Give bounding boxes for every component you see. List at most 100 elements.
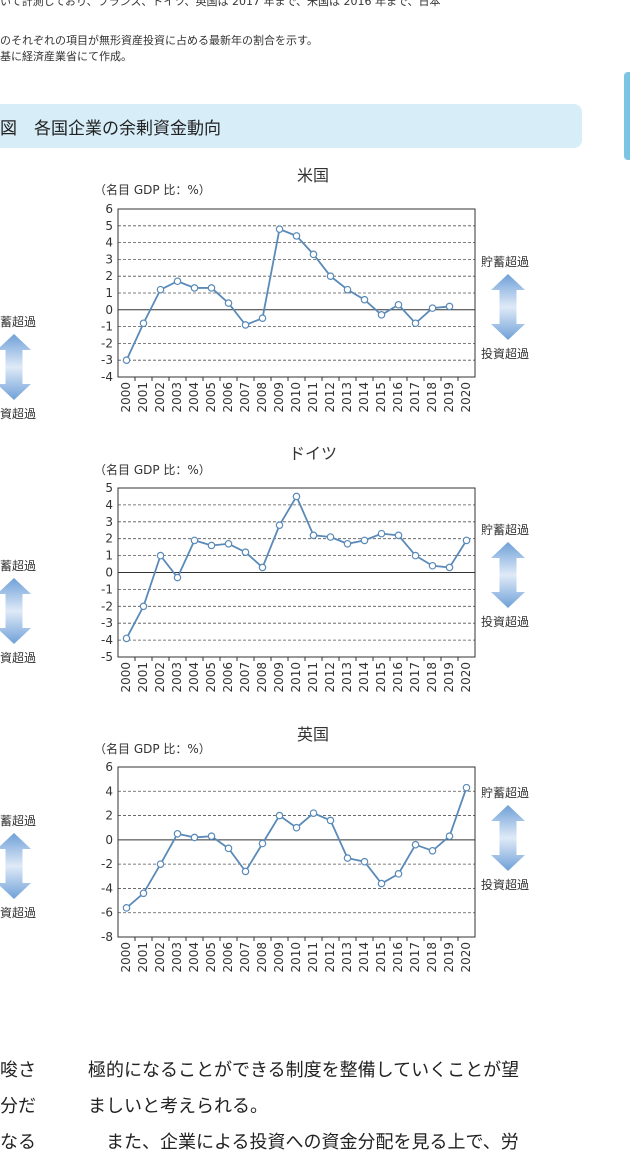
data-point: [326, 816, 335, 825]
chart-title: 米国: [297, 166, 329, 185]
data-point: [462, 536, 471, 545]
x-tick-label: 2013: [340, 662, 354, 693]
x-tick-label: 2005: [204, 662, 218, 693]
data-point: [139, 602, 148, 611]
investment-surplus-label-right: 投資超過: [481, 346, 529, 361]
x-tick-label: 2002: [153, 382, 167, 413]
data-point: [156, 551, 165, 560]
data-point: [326, 272, 335, 281]
data-point: [445, 302, 454, 311]
y-tick-label: 3: [105, 252, 113, 266]
data-point: [139, 319, 148, 328]
footnote-line-2: のそれぞれの項目が無形資産投資に占める最新年の割合を示す。: [0, 34, 318, 47]
x-tick-label: 2002: [153, 942, 167, 973]
y-tick-label: -2: [101, 857, 113, 871]
y-tick-label: 4: [105, 784, 113, 798]
data-point: [428, 304, 437, 312]
body-text-right-3: また、企業による投資への資金分配を見る上で、労: [106, 1132, 519, 1153]
x-tick-label: 2014: [357, 662, 371, 693]
x-tick-label: 2001: [136, 382, 150, 413]
x-tick-label: 2005: [204, 382, 218, 413]
y-tick-label: 4: [105, 498, 113, 512]
x-tick-label: 2018: [425, 942, 439, 973]
plot-frame: [117, 208, 476, 378]
x-tick-label: 2015: [374, 942, 388, 973]
y-tick-label: 6: [105, 202, 113, 216]
x-tick-label: 2010: [289, 942, 303, 973]
x-tick-label: 2004: [187, 382, 201, 413]
data-point: [190, 536, 199, 545]
data-point: [224, 299, 233, 307]
footnote-line-1: いて計測しており、フランス、ドイツ、英国は 2017 年まで、米国は 2016 …: [0, 0, 441, 8]
data-point: [343, 854, 352, 862]
x-tick-label: 2016: [391, 382, 405, 413]
x-tick-label: 2013: [340, 942, 354, 973]
y-axis-unit-label: （名目 GDP 比：%）: [94, 741, 211, 756]
data-point: [360, 536, 369, 545]
data-point: [394, 531, 403, 540]
savings-surplus-label-left: 蓄超過: [0, 314, 36, 329]
savings-investment-arrow-left: [0, 578, 31, 644]
x-tick-label: 2001: [136, 662, 150, 693]
x-tick-label: 2012: [323, 662, 337, 693]
x-tick-label: 2001: [136, 942, 150, 973]
data-point: [258, 314, 267, 323]
x-tick-label: 2016: [391, 662, 405, 693]
x-tick-label: 2009: [272, 382, 286, 413]
x-tick-label: 2011: [306, 382, 320, 413]
x-tick-label: 2008: [255, 942, 269, 973]
x-tick-label: 2000: [119, 942, 133, 973]
x-tick-label: 2019: [442, 942, 456, 973]
y-tick-label: -4: [101, 633, 113, 647]
y-tick-label: 5: [105, 481, 113, 495]
data-point: [156, 285, 165, 294]
data-point: [241, 321, 250, 329]
x-tick-label: 2014: [357, 942, 371, 973]
x-tick-label: 2014: [357, 382, 371, 413]
data-point: [207, 284, 216, 292]
data-point: [377, 311, 386, 319]
data-point: [190, 284, 199, 292]
data-point: [360, 295, 369, 304]
x-tick-label: 2006: [221, 942, 235, 973]
y-tick-label: 3: [105, 515, 113, 529]
data-point: [173, 573, 182, 582]
x-tick-label: 2006: [221, 662, 235, 693]
x-tick-label: 2012: [323, 382, 337, 413]
plot-frame: [117, 487, 476, 658]
data-point: [309, 531, 318, 540]
y-tick-label: 1: [105, 549, 113, 563]
data-point: [360, 857, 369, 866]
y-tick-label: -4: [101, 881, 113, 895]
data-point: [309, 250, 318, 259]
x-tick-label: 2020: [459, 662, 473, 693]
data-point: [445, 832, 454, 841]
data-point: [122, 356, 131, 365]
x-tick-label: 2019: [442, 662, 456, 693]
x-tick-label: 2011: [306, 662, 320, 693]
data-point: [275, 521, 284, 529]
y-tick-label: -1: [101, 582, 113, 596]
data-point: [411, 319, 420, 328]
x-tick-label: 2018: [425, 382, 439, 413]
x-tick-label: 2016: [391, 942, 405, 973]
savings-investment-arrow-right: [491, 274, 525, 340]
y-tick-label: 5: [105, 219, 113, 233]
y-axis-unit-label: （名目 GDP 比：%）: [94, 182, 211, 197]
x-tick-label: 2005: [204, 942, 218, 973]
x-tick-label: 2008: [255, 382, 269, 413]
data-point: [139, 889, 148, 898]
savings-surplus-label-right: 貯蓄超過: [481, 785, 529, 800]
data-point: [224, 844, 233, 853]
x-tick-label: 2003: [170, 942, 184, 973]
data-point: [445, 563, 454, 572]
body-text-left-1: 唆さ: [0, 1060, 36, 1081]
data-point: [292, 823, 301, 832]
investment-surplus-label-left: 資超過: [0, 905, 36, 920]
data-point: [275, 811, 284, 820]
savings-investment-arrow-right: [491, 805, 525, 871]
x-tick-label: 2017: [408, 382, 422, 413]
plot-frame: [117, 766, 476, 938]
